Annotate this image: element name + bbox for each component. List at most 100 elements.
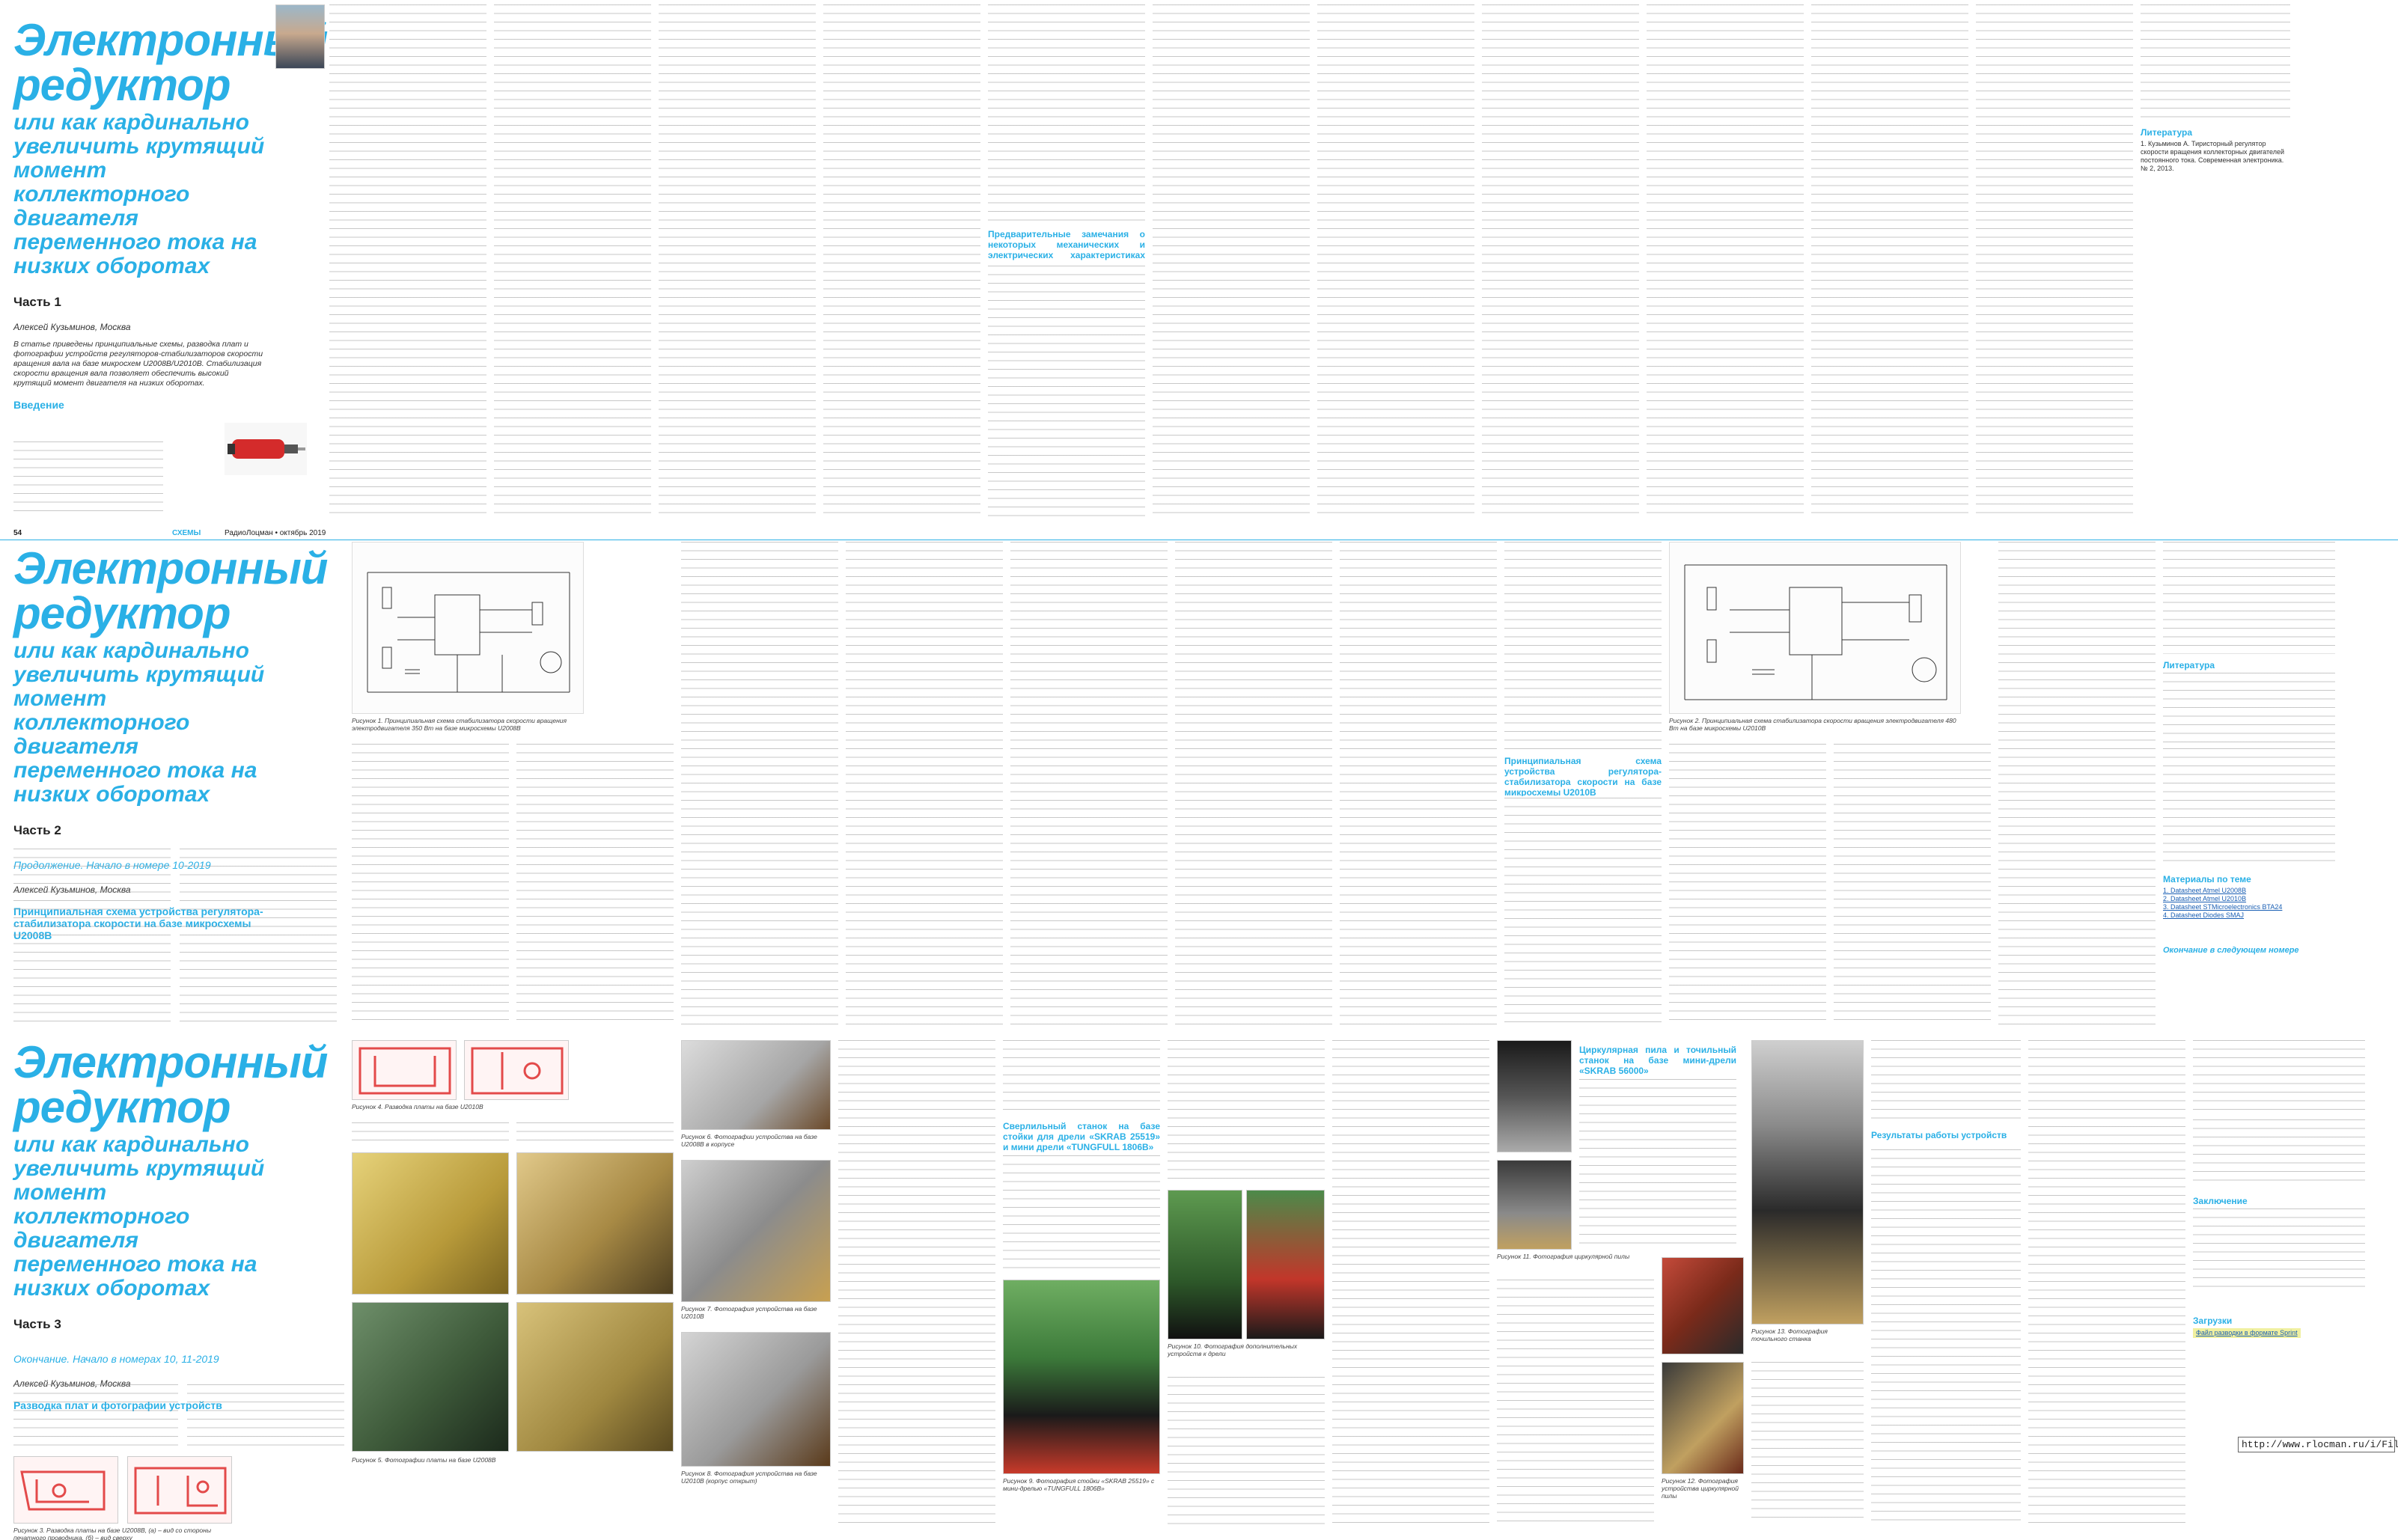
conclusion-title: Заключение <box>2193 1196 2248 1206</box>
board-photo-3 <box>352 1302 509 1452</box>
title-block: Электронный редуктор или как кардинально… <box>13 543 328 942</box>
text-lines <box>187 1384 344 1452</box>
text-column-5a <box>988 4 1145 221</box>
text-lines <box>352 744 509 1025</box>
drill-illustration <box>228 439 305 459</box>
pcb-traces <box>20 1470 106 1511</box>
text-column-3 <box>659 4 816 519</box>
text-column-q <box>2193 1040 2365 1115</box>
pcb-layout-b <box>127 1456 232 1524</box>
text-column-h <box>1168 1040 1325 1182</box>
text-lines <box>1504 542 1662 751</box>
text-lines <box>1871 1149 2021 1525</box>
article-subtitle: или как кардинально увеличить крутящий м… <box>13 1132 265 1301</box>
text-lines <box>1504 798 1662 1025</box>
text-lines <box>1332 1040 1489 1525</box>
text-column-l <box>1497 1280 1654 1525</box>
author: Алексей Кузьминов, Москва <box>13 322 131 332</box>
text-column-m <box>1834 744 1991 1025</box>
download-link[interactable]: Файл разводки в формате Sprint <box>2193 1328 2301 1338</box>
figure-4-caption: Рисунок 4. Разводка платы на базе U2010B <box>352 1103 483 1110</box>
text-column-8 <box>1482 4 1639 519</box>
text-column-c <box>352 1122 509 1145</box>
materials-title: Материалы по теме <box>2163 874 2251 884</box>
text-lines <box>838 1040 995 1525</box>
figure-7-caption: Рисунок 7. Фотография устройства на базе… <box>681 1305 817 1320</box>
conclusion-box: Заключение <box>2193 1197 2365 1291</box>
section-heading-results: Результаты работы устройств <box>1871 1130 2007 1140</box>
literature-title: Литература <box>2141 127 2193 138</box>
text-lines <box>1871 1040 2021 1122</box>
board-photo-4 <box>516 1302 674 1452</box>
text-lines <box>1976 4 2133 519</box>
section-heading-block: Результаты работы устройств <box>1871 1125 2021 1148</box>
figure-9-caption: Рисунок 9. Фотография стойки «SKRAB 2551… <box>1003 1477 1155 1492</box>
text-lines <box>13 1384 178 1452</box>
text-lines <box>1003 1155 1160 1275</box>
text-column-a <box>13 1384 178 1452</box>
text-column-f <box>1003 1040 1160 1115</box>
material-link-4[interactable]: 4. Datasheet Diodes SMAJ <box>2163 911 2245 919</box>
article-subtitle: или как кардинально увеличить крутящий м… <box>13 638 265 807</box>
text-lines <box>1497 1280 1654 1525</box>
conclusion-lines <box>2193 1209 2365 1291</box>
text-lines <box>1168 1377 1325 1525</box>
text-lines <box>352 1122 509 1145</box>
text-lines <box>1168 1040 1325 1182</box>
text-column-f <box>846 542 1003 1025</box>
schematic-figure-1 <box>352 542 584 714</box>
literature-item: 1. Кузьминов А. Тиристорный регулятор ск… <box>2141 140 2285 172</box>
text-lines <box>516 744 674 1025</box>
section-heading-saw: Циркулярная пила и точильный станок на б… <box>1579 1045 1736 1076</box>
text-column-10 <box>1811 4 1968 519</box>
text-lines <box>1317 4 1474 519</box>
text-column-12 <box>2141 4 2290 124</box>
download-url[interactable]: http://www.rlocman.ru/i/File/2019/12/09/… <box>2238 1437 2398 1452</box>
pcb-traces <box>134 1467 227 1515</box>
text-lines <box>329 4 486 519</box>
continued-note: Окончание. Начало в номерах 10, 11-2019 <box>13 1353 219 1365</box>
article-subtitle: или как кардинально увеличить крутящий м… <box>13 110 265 278</box>
text-column-n <box>1871 1040 2021 1122</box>
text-column-i <box>1340 542 1497 1025</box>
text-column-i <box>1168 1377 1325 1525</box>
text-lines <box>1003 1040 1160 1115</box>
section-heading-block: Сверлильный станок на базе стойки для др… <box>1003 1116 1160 1154</box>
accessory-photo-2 <box>1246 1190 1325 1339</box>
schematic-drawing <box>1684 564 1947 700</box>
text-lines <box>1998 542 2156 1025</box>
pcb-layout-a <box>13 1456 118 1524</box>
material-link-1[interactable]: 1. Datasheet Atmel U2008B <box>2163 887 2247 894</box>
material-link-2[interactable]: 2. Datasheet Atmel U2010B <box>2163 895 2247 902</box>
text-lines <box>494 4 651 519</box>
text-lines <box>516 1122 674 1145</box>
downloads-title: Загрузки <box>2193 1316 2233 1326</box>
text-lines <box>681 542 838 1025</box>
text-lines <box>2028 1040 2185 1525</box>
text-column-o <box>2163 542 2335 654</box>
figure-8-caption: Рисунок 8. Фотография устройства на базе… <box>681 1470 817 1485</box>
title-block: Электронный редуктор или как кардинально… <box>13 18 328 412</box>
device-photo-2 <box>681 1160 831 1302</box>
figure-11-caption: Рисунок 11. Фотография циркулярной пилы <box>1497 1253 1630 1260</box>
text-lines <box>1340 542 1497 1025</box>
drill-photo <box>225 423 307 475</box>
article-spread-part-1: Электронный редуктор или как кардинально… <box>0 0 2398 524</box>
text-column-11 <box>1976 4 2133 519</box>
text-column-b <box>180 849 337 1025</box>
text-column-e <box>838 1040 995 1525</box>
header-section: СХЕМЫ <box>172 529 201 537</box>
literature-lines <box>2193 1119 2365 1187</box>
circular-saw-photo-2 <box>1497 1160 1572 1250</box>
pcb-traces <box>359 1047 451 1095</box>
literature-box <box>2193 1119 2365 1187</box>
text-lines <box>1811 4 1968 519</box>
accessory-photo-1 <box>1168 1190 1242 1339</box>
text-lines <box>1010 542 1168 1025</box>
text-column-2 <box>494 4 651 519</box>
text-column-c <box>352 744 509 1025</box>
article-title: Электронный редуктор <box>13 543 328 638</box>
part-label: Часть 2 <box>13 823 61 837</box>
material-link-3[interactable]: 3. Datasheet STMicroelectronics BTA24 <box>2163 903 2283 911</box>
figure-3-caption: Рисунок 3. Разводка платы на базе U2008B… <box>13 1527 212 1540</box>
